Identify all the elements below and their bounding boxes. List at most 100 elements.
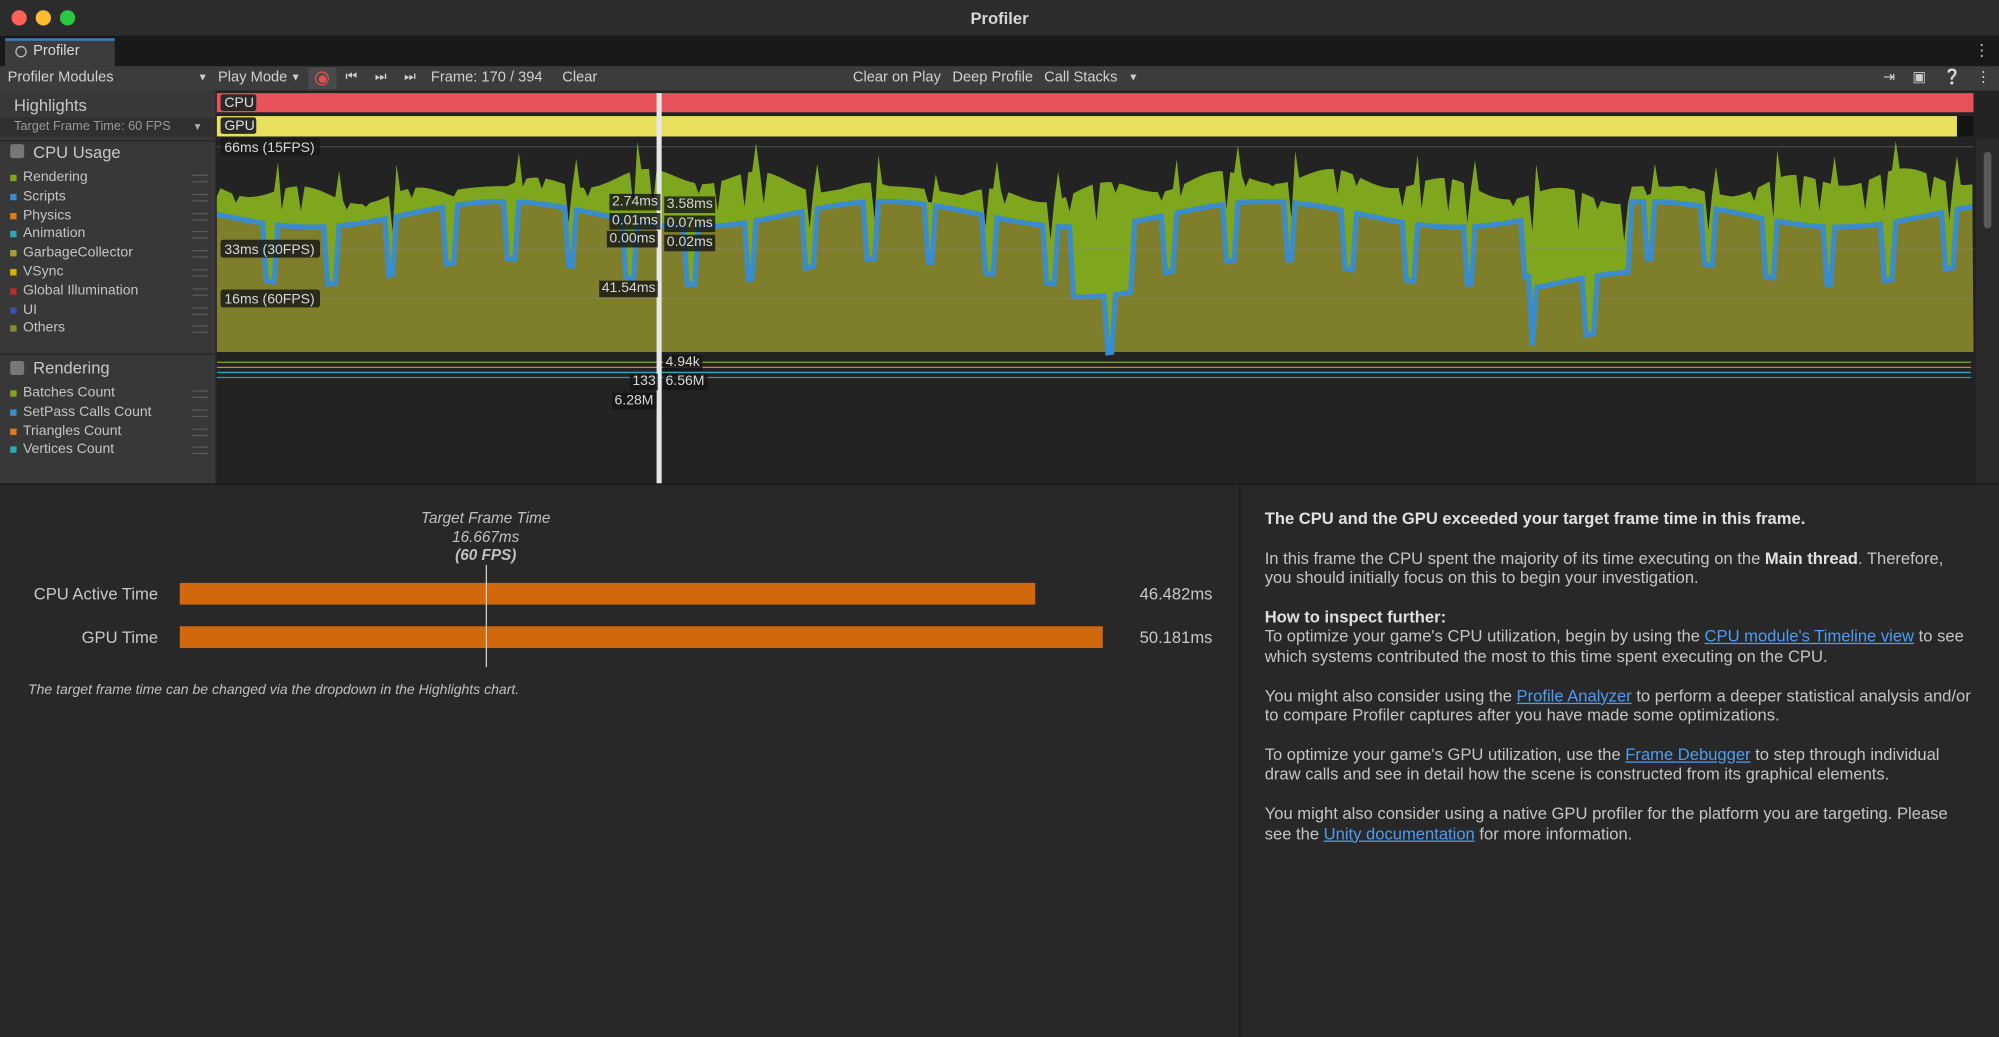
frame-selection-line[interactable] xyxy=(656,93,662,484)
save-button[interactable]: ▣ xyxy=(1912,70,1927,86)
cpu-highlight-bar xyxy=(216,93,1974,113)
legend-grip xyxy=(192,174,208,183)
insight-heading: How to inspect further: xyxy=(1264,606,1447,626)
call-stacks-button[interactable]: Call Stacks xyxy=(1044,70,1118,86)
scale-label-bg xyxy=(220,289,320,308)
legend-item[interactable]: Animation xyxy=(22,226,86,242)
insight-text: You might also consider using a native G… xyxy=(1264,803,1948,843)
divider xyxy=(0,353,215,355)
cpu-usage-title[interactable]: CPU Usage xyxy=(33,142,121,162)
insight-text: . Therefore, you should initially focus … xyxy=(1264,547,1944,587)
tab-icon xyxy=(15,45,27,58)
legend-grip xyxy=(192,390,208,398)
gpu-tag: GPU xyxy=(224,117,254,133)
legend-item[interactable]: VSync xyxy=(22,264,64,280)
legend-swatch xyxy=(10,288,17,295)
help-button[interactable]: ❔ xyxy=(1942,70,1962,86)
scrollbar-thumb[interactable] xyxy=(1983,151,1992,229)
legend-item[interactable]: SetPass Calls Count xyxy=(22,404,152,420)
target-caption: Target Frame Time 16.667ms (60 FPS) xyxy=(0,509,971,564)
legend-swatch xyxy=(10,250,17,257)
clear-button[interactable]: Clear xyxy=(562,70,598,86)
selection-label: 6.56M xyxy=(662,373,708,391)
legend-item[interactable]: Global Illumination xyxy=(22,282,139,299)
clear-on-play-button[interactable]: Clear on Play xyxy=(852,70,941,86)
link[interactable]: Unity documentation xyxy=(1323,823,1475,843)
rendering-title[interactable]: Rendering xyxy=(33,358,110,378)
insight-text: to see which systems contributed the mos… xyxy=(1264,626,1964,666)
window-title: Profiler xyxy=(970,8,1029,29)
legend-item[interactable]: GarbageCollector xyxy=(22,245,133,261)
dropdown-arrow: ▼ xyxy=(197,71,208,83)
insight-paragraph: In this frame the CPU spent the majority… xyxy=(1265,548,1973,588)
insight-paragraph: You might also consider using the Profil… xyxy=(1265,686,1973,726)
cpu-tag-bg xyxy=(220,94,257,111)
legend-swatch xyxy=(10,231,17,238)
link[interactable]: CPU module's Timeline view xyxy=(1704,626,1915,646)
insight-paragraph: The CPU and the GPU exceeded your target… xyxy=(1265,509,1973,529)
insight-text: to perform a deeper statistical analysis… xyxy=(1264,685,1971,725)
insight-text: The CPU and the GPU exceeded your target… xyxy=(1264,508,1806,529)
link[interactable]: Profile Analyzer xyxy=(1516,685,1632,705)
zoom-button[interactable] xyxy=(59,10,76,26)
scrollbar-track xyxy=(1976,139,1999,484)
legend-item[interactable]: Physics xyxy=(22,207,72,223)
legend-grip xyxy=(192,325,208,334)
legend-swatch xyxy=(10,446,17,454)
next-frame-button[interactable]: ⏭ xyxy=(374,70,387,85)
selection-label: 0.02ms xyxy=(664,234,716,252)
link[interactable]: Frame Debugger xyxy=(1625,744,1751,764)
insight-text: Main thread xyxy=(1764,547,1858,568)
legend-item[interactable]: Batches Count xyxy=(22,385,115,401)
close-button[interactable] xyxy=(11,10,27,26)
legend-grip xyxy=(192,231,208,240)
title-bar xyxy=(0,0,1999,36)
target-dropdown-bg xyxy=(0,117,215,137)
legend-grip xyxy=(192,306,208,315)
graph-line xyxy=(216,198,1973,356)
target-dropdown[interactable]: Target Frame Time: 60 FPS xyxy=(14,119,171,134)
insight-text: To optimize your game's CPU utilization,… xyxy=(1264,626,1705,646)
load-button[interactable]: ⇥ xyxy=(1883,70,1896,86)
modules-dropdown[interactable]: Profiler Modules xyxy=(7,70,114,86)
legend-item[interactable]: Triangles Count xyxy=(22,422,122,439)
insight-text: for more information. xyxy=(1474,823,1633,843)
dropdown-arrow: ▼ xyxy=(290,71,301,83)
cpu-icon xyxy=(10,144,25,159)
bar xyxy=(179,625,1103,648)
legend-item[interactable]: Rendering xyxy=(22,169,88,185)
bar-label: GPU Time xyxy=(81,626,159,647)
legend-item[interactable]: UI xyxy=(22,301,37,318)
last-frame-button[interactable]: ⏭ xyxy=(404,70,416,85)
target-title: Target Frame Time xyxy=(421,508,551,527)
insight-paragraph: How to inspect further: To optimize your … xyxy=(1265,607,1973,667)
legend-grip xyxy=(192,193,208,202)
bar-value: 50.181ms xyxy=(1139,626,1213,647)
minimize-button[interactable] xyxy=(35,10,51,26)
target-line xyxy=(486,565,488,668)
bar-value: 46.482ms xyxy=(1139,584,1213,604)
first-frame-button[interactable]: ⏮ xyxy=(345,70,357,85)
legend-item[interactable]: Vertices Count xyxy=(22,441,115,458)
legend-swatch xyxy=(10,193,17,200)
play-mode-dropdown[interactable]: Play Mode xyxy=(218,70,288,86)
deep-profile-button[interactable]: Deep Profile xyxy=(952,70,1034,86)
scale-label-bg xyxy=(220,239,320,258)
record-icon xyxy=(314,71,329,86)
legend-swatch xyxy=(10,428,17,435)
frame-time-note: The target frame time can be changed via… xyxy=(28,682,520,698)
charts-area: 66ms (15FPS) 33ms (30FPS) 16ms (60FPS) CPU… xyxy=(216,90,1999,484)
tab-label: Profiler xyxy=(33,43,80,59)
divider xyxy=(0,483,1999,485)
tab-menu[interactable]: ⋮ xyxy=(1973,40,1991,60)
legend-grip xyxy=(192,428,208,436)
selection-label: 4.94k xyxy=(662,354,703,372)
selection-label: 133 xyxy=(629,373,659,391)
rendering-graph xyxy=(216,361,1971,379)
legend-item[interactable]: Scripts xyxy=(22,188,66,204)
legend-item[interactable]: Others xyxy=(22,320,66,336)
toolbar-menu[interactable]: ⋮ xyxy=(1976,70,1991,86)
scale-label: 33ms (30FPS) xyxy=(224,241,314,257)
legend-grip xyxy=(192,288,208,296)
selection-label: 0.00ms xyxy=(606,230,658,248)
